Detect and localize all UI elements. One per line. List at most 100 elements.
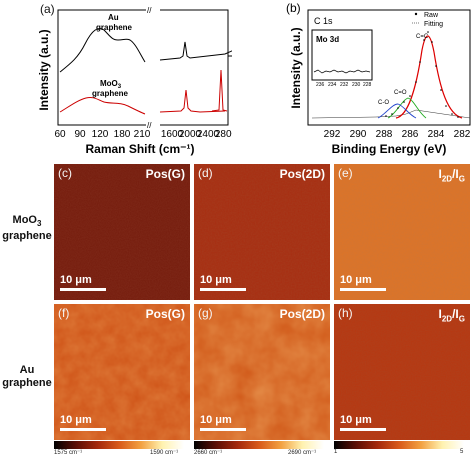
map-c-pos-g-moo3: (c) Pos(G) 10 μm <box>54 164 190 300</box>
xps-peak-label-cc: C=C <box>416 34 429 40</box>
xps-baseline <box>311 109 471 119</box>
raman-break-mark-bottom: // <box>147 121 152 130</box>
map-e-label: (e) <box>338 166 353 180</box>
map-g-scale-label: 10 μm <box>200 414 232 426</box>
colorbar-pos-2d-min: 2660 cm⁻¹ <box>194 450 223 456</box>
raman-xtick: 60 <box>54 129 66 140</box>
xps-title: C 1s <box>314 16 333 26</box>
colorbar-pos-g <box>54 441 184 449</box>
raman-ylabel: Intensity (a.u.) <box>37 29 51 110</box>
raman-moo3-label-1: MoO3 <box>100 79 122 90</box>
xps-chart: (b) C 1s Raw Fitting Mo 3d 236 234 232 2… <box>286 1 471 156</box>
xps-inset-tick: 232 <box>340 82 349 88</box>
raman-au-right <box>159 19 270 61</box>
xps-xtick: 284 <box>428 129 445 140</box>
map-h-title: I2D/IG <box>438 307 465 324</box>
raman-xtick: 2000 <box>179 129 202 140</box>
xps-inset-title: Mo 3d <box>316 35 339 44</box>
xps-peak-label-co-single: C-O <box>378 100 389 106</box>
map-c-scale-label: 10 μm <box>60 274 92 286</box>
raman-chart: // // Au graphene MoO3 graphene 60 90 12… <box>37 6 270 156</box>
raman-xtick: 2800 <box>215 129 232 140</box>
xps-peak-label-co-double: C=O <box>394 90 407 96</box>
xps-peak-co-single <box>377 103 417 119</box>
colorbar-ratio-max: 5 <box>460 449 464 455</box>
raman-moo3-2d-peak <box>211 69 228 112</box>
colorbar-pos-2d-max: 2690 cm⁻¹ <box>288 450 317 456</box>
map-g-title: Pos(2D) <box>279 307 325 321</box>
panel-a-label: (a) <box>40 2 55 16</box>
map-h-ratio-au: (h) I2D/IG 10 μm <box>334 304 470 440</box>
panel-b-label: (b) <box>286 1 301 15</box>
xps-xtick: 290 <box>350 129 367 140</box>
xps-xtick: 292 <box>324 129 341 140</box>
colorbar-pos-g-max: 1590 cm⁻¹ <box>150 450 179 456</box>
xps-raw-points <box>385 31 459 118</box>
map-h-scale-bar <box>340 428 386 431</box>
map-h-scale-label: 10 μm <box>340 414 372 426</box>
map-f-pos-g-au: (f) Pos(G) 10 μm <box>54 304 190 440</box>
map-g-label: (g) <box>198 306 213 320</box>
colorbar-pos-2d <box>194 441 324 449</box>
raman-xtick: 180 <box>114 129 131 140</box>
raman-xtick: 210 <box>134 129 151 140</box>
raman-xtick: 90 <box>74 129 86 140</box>
xps-xlabel: Binding Energy (eV) <box>332 142 447 156</box>
raman-xlabel: Raman Shift (cm⁻¹) <box>85 142 194 156</box>
map-f-scale-bar <box>60 428 106 431</box>
xps-inset-tick: 230 <box>352 82 361 88</box>
xps-inset-tick: 228 <box>363 82 372 88</box>
map-d-title: Pos(2D) <box>279 167 325 181</box>
xps-inset-tick: 234 <box>328 82 337 88</box>
raman-moo3-label-2: graphene <box>92 89 129 98</box>
colorbar-ratio <box>334 441 464 449</box>
xps-peak-co-double <box>387 97 427 119</box>
colorbar-ratio-min: 1 <box>334 449 338 455</box>
map-c-label: (c) <box>58 166 72 180</box>
map-e-ratio-moo3: (e) I2D/IG 10 μm <box>334 164 470 300</box>
panel-a: (a) // // Au graphene MoO3 graphene 60 9… <box>0 0 270 160</box>
xps-xtick: 288 <box>376 129 393 140</box>
map-f-title: Pos(G) <box>145 307 185 321</box>
map-f-scale-label: 10 μm <box>60 414 92 426</box>
raman-au-left <box>59 28 146 73</box>
map-c-scale-bar <box>60 288 106 291</box>
xps-peak-cc <box>395 35 463 119</box>
raman-xtick: 1600 <box>161 129 184 140</box>
map-d-scale-label: 10 μm <box>200 274 232 286</box>
map-d-label: (d) <box>198 166 213 180</box>
panel-b: (b) C 1s Raw Fitting Mo 3d 236 234 232 2… <box>236 0 474 160</box>
raman-xtick: 120 <box>92 129 109 140</box>
map-d-pos-2d-moo3: (d) Pos(2D) 10 μm <box>194 164 330 300</box>
raman-break-gap-bottom <box>146 123 160 127</box>
raman-au-label-2: graphene <box>96 23 133 32</box>
xps-axes-frame <box>307 9 471 126</box>
xps-legend-fit: Fitting <box>424 21 443 28</box>
xps-xtick: 286 <box>402 129 419 140</box>
raman-xtick: 2400 <box>197 129 220 140</box>
raman-moo3-left <box>59 97 146 115</box>
map-e-scale-bar <box>340 288 386 291</box>
colorbar-pos-g-min: 1575 cm⁻¹ <box>54 450 83 456</box>
xps-legend-raw: Raw <box>424 12 439 19</box>
map-g-scale-bar <box>200 428 246 431</box>
raman-moo3-right <box>159 89 226 113</box>
raman-break-mark-top: // <box>147 6 152 15</box>
map-e-title: I2D/IG <box>438 167 465 184</box>
raman-break-gap-top <box>146 8 160 12</box>
xps-inset-tick: 236 <box>316 82 325 88</box>
xps-ylabel: Intensity (a.u.) <box>289 27 303 108</box>
map-g-pos-2d-au: (g) Pos(2D) 10 μm <box>194 304 330 440</box>
raman-axes-frame <box>57 9 229 126</box>
xps-xtick: 282 <box>454 129 471 140</box>
map-f-label: (f) <box>58 306 70 320</box>
xps-legend-raw-marker <box>414 12 418 16</box>
map-d-scale-bar <box>200 288 246 291</box>
map-e-scale-label: 10 μm <box>340 274 372 286</box>
raman-au-label-1: Au <box>108 13 119 22</box>
map-c-title: Pos(G) <box>145 167 185 181</box>
row-label-au: Au graphene <box>2 364 52 389</box>
map-h-label: (h) <box>338 306 353 320</box>
row-label-moo3: MoO3 graphene <box>2 214 52 243</box>
xps-inset-spectrum <box>313 69 371 74</box>
